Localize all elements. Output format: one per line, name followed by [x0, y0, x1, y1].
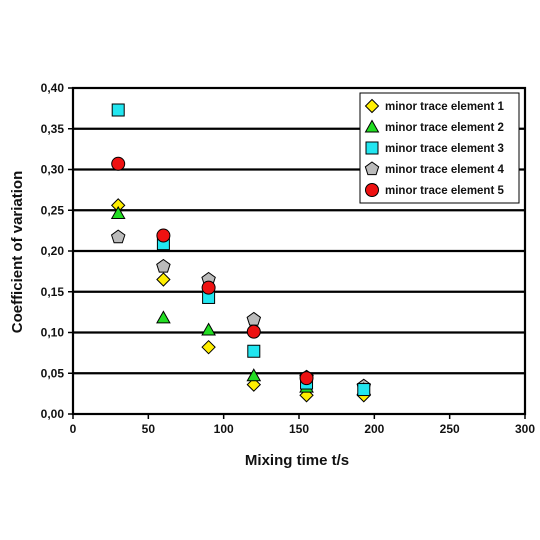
axis-ticks: 0,00 0,05 0,10 0,15 0,20 0,25 0,30 0,35 0,40 0 50 1…	[41, 81, 536, 436]
y-axis-title: Coefficient of variation	[9, 171, 26, 334]
y-tick-label: 0,10	[41, 326, 65, 340]
x-tick-label: 200	[364, 422, 384, 436]
x-tick-label: 150	[289, 422, 309, 436]
data-point-series-2	[110, 205, 126, 220]
legend: minor trace element 1 minor trace element…	[359, 92, 520, 204]
y-tick-label: 0,15	[41, 285, 65, 299]
data-point-series-4	[110, 229, 126, 244]
y-tick-label: 0,20	[41, 244, 65, 258]
y-tick-label: 0,40	[41, 81, 65, 95]
legend-label-4: minor trace element 4	[385, 164, 504, 176]
data-point-series-5	[201, 280, 216, 295]
data-point-series-1	[246, 377, 262, 392]
data-point-series-2	[246, 368, 262, 382]
data-point-series-1	[156, 272, 171, 287]
x-tick-label: 50	[142, 422, 156, 436]
legend-marker-1	[364, 98, 380, 114]
x-tick-label: 300	[515, 422, 535, 436]
data-point-series-3	[247, 344, 261, 358]
data-point-series-3	[357, 383, 371, 397]
data-markers	[110, 103, 372, 403]
data-point-series-1	[201, 339, 216, 355]
legend-marker-2	[364, 119, 380, 133]
data-point-series-5	[246, 324, 261, 339]
legend-label-2: minor trace element 2	[385, 122, 504, 134]
x-tick-label: 0	[70, 422, 77, 436]
data-point-series-4	[246, 311, 262, 326]
data-point-series-5	[299, 371, 314, 386]
legend-marker-3	[365, 141, 379, 155]
grid	[73, 127, 525, 375]
legend-marker-4	[364, 161, 380, 176]
y-tick-label: 0,30	[41, 163, 65, 177]
legend-marker-5	[365, 183, 379, 197]
legend-label-1: minor trace element 1	[385, 101, 504, 113]
x-axis-title: Mixing time t/s	[245, 452, 349, 469]
legend-label-5: minor trace element 5	[385, 185, 504, 197]
data-point-series-2	[156, 310, 171, 324]
x-tick-label: 250	[440, 422, 460, 436]
data-point-series-4	[156, 258, 171, 273]
data-point-series-2	[201, 322, 216, 336]
y-tick-label: 0,25	[41, 203, 65, 217]
y-tick-label: 0,05	[41, 366, 65, 380]
y-tick-label: 0,00	[41, 407, 65, 421]
legend-label-3: minor trace element 3	[385, 143, 504, 155]
data-point-series-5	[156, 228, 171, 243]
data-point-series-3	[111, 103, 125, 117]
data-point-series-5	[111, 156, 126, 171]
y-tick-label: 0,35	[41, 122, 65, 136]
legend-box	[359, 92, 520, 204]
x-tick-label: 100	[214, 422, 234, 436]
